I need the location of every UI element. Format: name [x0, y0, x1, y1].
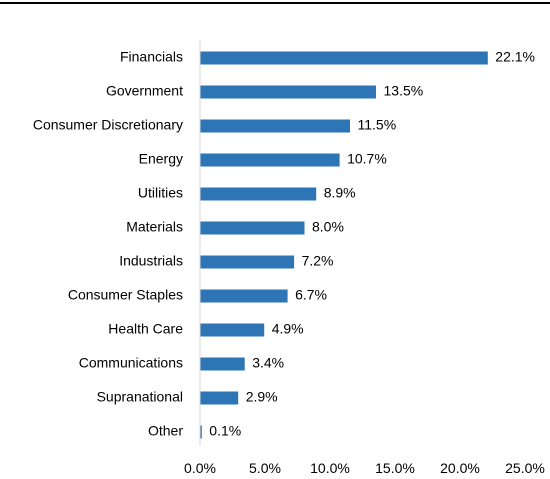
- category-label-industrials: Industrials: [119, 253, 183, 269]
- bar-government: [200, 85, 376, 99]
- value-label-energy: 10.7%: [347, 151, 387, 167]
- value-labels-group: 22.1% 13.5% 11.5% 10.7% 8.9% 8.0% 7.2% 6.7% 4.9%…: [209, 49, 535, 439]
- value-label-industrials: 7.2%: [302, 253, 334, 269]
- category-label-energy: Energy: [139, 151, 183, 167]
- value-label-supranational: 2.9%: [246, 389, 278, 405]
- value-label-utilities: 8.9%: [324, 185, 356, 201]
- value-label-consumer-discretionary: 11.5%: [358, 117, 397, 133]
- value-label-consumer-staples: 6.7%: [295, 287, 327, 303]
- category-label-consumer-discretionary: Consumer Discretionary: [33, 117, 183, 133]
- x-tick-label: 0.0%: [184, 460, 216, 476]
- bar-industrials: [200, 255, 295, 269]
- category-labels-group: Financials Government Consumer Discretiona…: [33, 49, 184, 439]
- bar-consumer-discretionary: [200, 119, 350, 133]
- category-label-supranational: Supranational: [97, 389, 183, 405]
- category-label-other: Other: [148, 423, 183, 439]
- x-tick-label: 25.0%: [505, 460, 545, 476]
- x-tick-label: 5.0%: [249, 460, 281, 476]
- x-tick-label: 15.0%: [375, 460, 415, 476]
- bar-energy: [200, 153, 340, 167]
- category-label-materials: Materials: [126, 219, 183, 235]
- value-label-government: 13.5%: [384, 83, 424, 99]
- bar-utilities: [200, 187, 317, 201]
- category-label-government: Government: [106, 83, 183, 99]
- category-label-financials: Financials: [120, 49, 183, 65]
- value-label-health-care: 4.9%: [272, 321, 304, 337]
- bar-communications: [200, 357, 245, 371]
- value-label-materials: 8.0%: [312, 219, 344, 235]
- x-tick-label: 10.0%: [310, 460, 350, 476]
- category-label-communications: Communications: [79, 355, 183, 371]
- category-label-health-care: Health Care: [108, 321, 183, 337]
- value-label-financials: 22.1%: [495, 49, 535, 65]
- bar-materials: [200, 221, 305, 235]
- x-tick-labels-group: 0.0% 5.0% 10.0% 15.0% 20.0% 25.0%: [184, 460, 545, 476]
- bar-financials: [200, 51, 488, 65]
- bar-health-care: [200, 323, 265, 337]
- value-label-other: 0.1%: [209, 423, 241, 439]
- category-label-utilities: Utilities: [138, 185, 183, 201]
- bars-group: [200, 51, 488, 439]
- bar-other: [200, 425, 202, 439]
- x-tick-label: 20.0%: [440, 460, 480, 476]
- category-label-consumer-staples: Consumer Staples: [68, 287, 183, 303]
- bar-supranational: [200, 391, 239, 405]
- value-label-communications: 3.4%: [252, 355, 284, 371]
- bar-consumer-staples: [200, 289, 288, 303]
